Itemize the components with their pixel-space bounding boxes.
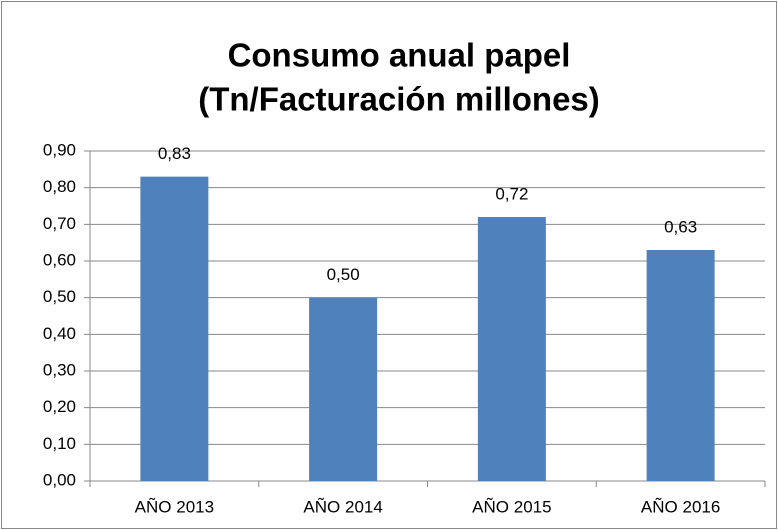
data-label: 0,50 [327, 265, 360, 284]
chart-title: Consumo anual papel [228, 37, 571, 74]
y-tick-label: 0,30 [43, 360, 76, 379]
x-tick-label: AÑO 2016 [641, 497, 720, 516]
data-label: 0,83 [158, 144, 191, 163]
y-tick-label: 0,10 [43, 434, 76, 453]
bar [140, 176, 209, 481]
y-tick-label: 0,40 [43, 324, 76, 343]
bar [309, 297, 378, 481]
bar [646, 250, 715, 481]
data-label: 0,72 [495, 184, 528, 203]
y-tick-label: 0,80 [43, 177, 76, 196]
y-tick-label: 0,20 [43, 397, 76, 416]
x-tick-label: AÑO 2013 [135, 497, 214, 516]
y-tick-label: 0,00 [43, 470, 76, 489]
y-tick-label: 0,50 [43, 287, 76, 306]
y-tick-label: 0,90 [43, 140, 76, 159]
y-tick-label: 0,70 [43, 214, 76, 233]
chart-title: (Tn/Facturación millones) [198, 81, 600, 118]
x-tick-label: AÑO 2015 [472, 497, 551, 516]
data-label: 0,63 [664, 217, 697, 236]
y-tick-label: 0,60 [43, 250, 76, 269]
x-tick-label: AÑO 2014 [303, 497, 382, 516]
bar [477, 217, 546, 481]
